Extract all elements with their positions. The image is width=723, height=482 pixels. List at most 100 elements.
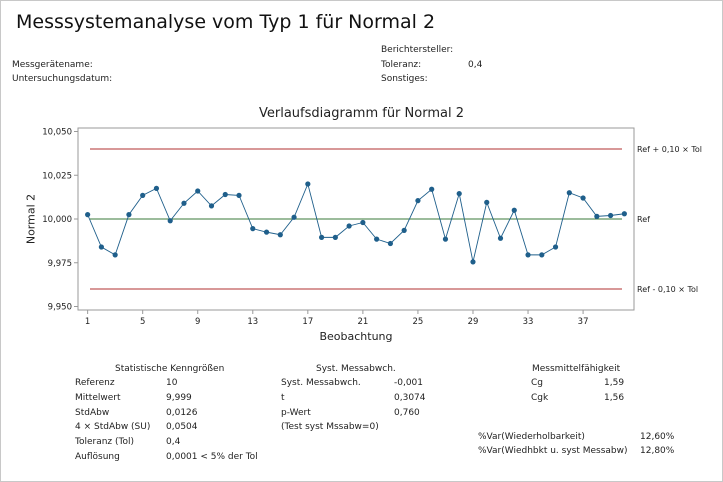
bias-label: Syst. Messabwch. xyxy=(281,378,361,388)
data-point xyxy=(374,236,380,242)
data-point xyxy=(594,213,600,219)
data-point xyxy=(387,240,394,247)
data-point xyxy=(277,232,283,238)
stats-value: 0,4 xyxy=(166,437,181,447)
bias-label: t xyxy=(281,393,285,403)
chart-title: Verlaufsdiagramm für Normal 2 xyxy=(259,106,464,121)
x-tick-label: 37 xyxy=(578,317,589,327)
data-point xyxy=(153,185,160,191)
stats-value: 0,0126 xyxy=(166,408,198,418)
report-title: Messsystemanalyse vom Typ 1 für Normal 2 xyxy=(16,11,436,33)
data-point xyxy=(181,200,187,206)
data-point xyxy=(263,229,270,235)
header-label-sonstiges: Sonstiges: xyxy=(381,74,428,84)
stats-value: 0,0504 xyxy=(166,422,198,432)
stats-label: 4 × StdAbw (SU) xyxy=(75,422,151,432)
data-point xyxy=(470,259,476,265)
y-tick-label: 10,050 xyxy=(42,128,72,138)
reference-label: Ref - 0,10 × Tol xyxy=(637,285,698,294)
x-tick-label: 33 xyxy=(523,317,534,327)
bias-label: p-Wert xyxy=(281,408,311,418)
data-point xyxy=(250,226,256,232)
header-label-berichtersteller: Berichtersteller: xyxy=(381,45,454,55)
data-point xyxy=(195,188,201,194)
series-line xyxy=(87,182,625,262)
capability-label: Cg xyxy=(531,378,543,388)
data-point xyxy=(608,212,614,219)
x-tick-label: 29 xyxy=(468,317,479,327)
data-point xyxy=(208,203,215,209)
var-label: %Var(Wiedhbkt u. syst Messabw) xyxy=(478,446,628,456)
x-tick-label: 1 xyxy=(85,317,90,327)
bias-value: -0,001 xyxy=(394,378,424,388)
data-point xyxy=(318,234,325,240)
capability-heading: Messmittelfähigkeit xyxy=(532,364,621,374)
data-point xyxy=(484,199,490,205)
stats-label: Toleranz (Tol) xyxy=(75,437,135,447)
data-point xyxy=(360,219,366,226)
y-tick-label: 10,000 xyxy=(42,215,72,225)
y-tick-label: 9,975 xyxy=(48,259,72,269)
stats-label: Referenz xyxy=(75,378,115,388)
data-point xyxy=(167,218,173,224)
data-point xyxy=(140,192,146,198)
var-label: %Var(Wiederholbarkeit) xyxy=(478,432,585,442)
bias-label: (Test syst Mssabw=0) xyxy=(281,422,379,432)
data-point xyxy=(401,227,407,233)
reference-label: Ref xyxy=(637,215,650,224)
reference-lines xyxy=(90,148,622,290)
capability-label: Cgk xyxy=(531,393,549,403)
y-tick-label: 10,025 xyxy=(42,171,72,181)
data-point xyxy=(126,212,132,218)
stats-value: 9,999 xyxy=(166,393,192,403)
header-label-toleranz: Toleranz: xyxy=(381,60,422,70)
x-tick-label: 5 xyxy=(140,317,145,327)
header-value-toleranz: 0,4 xyxy=(468,60,483,70)
reference-label: Ref + 0,10 × Tol xyxy=(637,145,702,154)
x-tick-label: 9 xyxy=(195,317,200,327)
data-point xyxy=(305,181,311,187)
x-tick-label: 17 xyxy=(302,317,313,327)
data-point xyxy=(415,198,421,204)
data-point xyxy=(222,191,228,198)
data-point xyxy=(511,207,517,213)
bias-value: 0,760 xyxy=(394,408,420,418)
data-point xyxy=(566,190,572,196)
stats-value: 10 xyxy=(166,378,178,388)
bias-value: 0,3074 xyxy=(394,393,426,403)
x-tick-label: 21 xyxy=(357,317,368,327)
data-point xyxy=(539,252,545,258)
stats-value: 0,0001 < 5% der Tol xyxy=(166,452,258,462)
data-point xyxy=(346,223,352,229)
stats-heading: Statistische Kenngrößen xyxy=(115,364,225,374)
header-label-datum: Untersuchungsdatum: xyxy=(12,74,113,84)
series-group xyxy=(85,181,627,265)
bias-heading: Syst. Messabwch. xyxy=(316,364,396,374)
data-point xyxy=(291,214,297,220)
axes-group: 9,950 9,975 10,000 10,025 10,050 1 5 9 13 17 21 25 2… xyxy=(42,128,588,328)
x-tick-label: 25 xyxy=(413,317,424,327)
capability-value: 1,56 xyxy=(604,393,625,403)
data-point xyxy=(332,234,338,240)
data-point xyxy=(552,244,559,250)
header-label-messgeraet: Messgerätename: xyxy=(12,60,93,70)
data-point xyxy=(525,252,531,258)
x-axis-label: Beobachtung xyxy=(319,330,393,343)
data-point xyxy=(98,244,104,250)
data-point xyxy=(497,235,504,241)
capability-value: 1,59 xyxy=(604,378,625,388)
data-point xyxy=(429,186,435,192)
stats-label: StdAbw xyxy=(75,408,110,418)
data-point xyxy=(456,191,462,197)
data-point xyxy=(580,195,586,201)
var-value: 12,60% xyxy=(640,432,675,442)
x-tick-label: 13 xyxy=(247,317,258,327)
y-tick-label: 9,950 xyxy=(48,303,72,313)
data-point xyxy=(236,192,242,198)
var-value: 12,80% xyxy=(640,446,675,456)
data-point xyxy=(442,236,449,242)
data-point xyxy=(112,252,118,258)
data-point xyxy=(621,211,627,217)
reference-labels: Ref + 0,10 × Tol Ref Ref - 0,10 × Tol xyxy=(637,145,702,294)
